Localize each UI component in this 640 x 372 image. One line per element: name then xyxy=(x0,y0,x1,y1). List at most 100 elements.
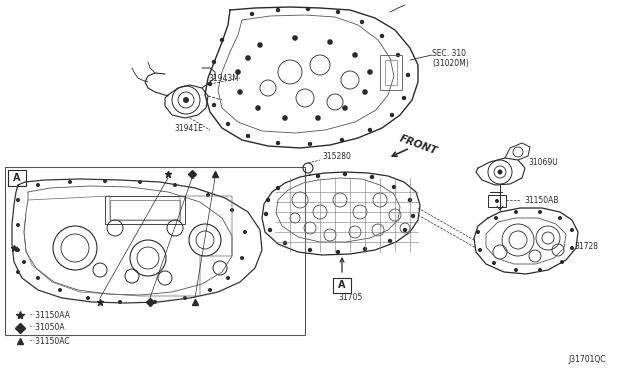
Circle shape xyxy=(212,103,216,107)
Circle shape xyxy=(402,96,406,100)
Bar xyxy=(8,170,26,186)
Circle shape xyxy=(68,180,72,184)
Circle shape xyxy=(230,208,234,212)
Circle shape xyxy=(538,210,542,214)
Circle shape xyxy=(367,69,372,75)
Text: ···31050A: ···31050A xyxy=(28,324,65,333)
Circle shape xyxy=(411,214,415,218)
Circle shape xyxy=(570,228,574,232)
Circle shape xyxy=(36,183,40,187)
Circle shape xyxy=(478,248,482,252)
Circle shape xyxy=(212,60,216,64)
Circle shape xyxy=(208,82,212,86)
Text: 31941E: 31941E xyxy=(174,124,203,132)
Circle shape xyxy=(153,300,157,304)
Circle shape xyxy=(336,10,340,14)
Bar xyxy=(110,200,180,220)
Text: A: A xyxy=(13,173,20,183)
Circle shape xyxy=(396,53,400,57)
Circle shape xyxy=(368,128,372,132)
Text: 31069U: 31069U xyxy=(528,157,557,167)
Circle shape xyxy=(245,55,251,61)
Circle shape xyxy=(208,288,212,292)
Circle shape xyxy=(316,174,320,178)
Text: A: A xyxy=(339,280,346,291)
Bar xyxy=(5,167,305,335)
Circle shape xyxy=(306,7,310,11)
Circle shape xyxy=(406,73,410,77)
Circle shape xyxy=(308,142,312,146)
Circle shape xyxy=(226,276,230,280)
Circle shape xyxy=(183,97,189,103)
Circle shape xyxy=(16,198,20,202)
Circle shape xyxy=(118,300,122,304)
Circle shape xyxy=(494,216,498,220)
Circle shape xyxy=(103,179,107,183)
Circle shape xyxy=(538,268,542,272)
Circle shape xyxy=(308,248,312,252)
Circle shape xyxy=(255,105,261,111)
Circle shape xyxy=(276,141,280,145)
Circle shape xyxy=(282,115,288,121)
Circle shape xyxy=(283,241,287,245)
Text: 31728: 31728 xyxy=(574,241,598,250)
Circle shape xyxy=(264,212,268,216)
Circle shape xyxy=(276,186,280,190)
Bar xyxy=(380,55,402,90)
Circle shape xyxy=(362,89,368,95)
Circle shape xyxy=(497,170,502,174)
Circle shape xyxy=(370,175,374,179)
Circle shape xyxy=(173,183,177,187)
Text: ···31150AC: ···31150AC xyxy=(28,337,70,346)
Circle shape xyxy=(292,35,298,41)
Text: 315280: 315280 xyxy=(322,151,351,160)
Text: FRONT: FRONT xyxy=(398,134,439,157)
Circle shape xyxy=(476,230,480,234)
Text: J31701QC: J31701QC xyxy=(568,356,605,365)
Circle shape xyxy=(250,12,254,16)
Circle shape xyxy=(492,261,496,265)
Circle shape xyxy=(183,296,187,300)
Circle shape xyxy=(257,42,263,48)
Circle shape xyxy=(363,247,367,251)
Circle shape xyxy=(327,39,333,45)
Text: SEC. 310: SEC. 310 xyxy=(432,48,466,58)
Circle shape xyxy=(403,228,407,232)
Circle shape xyxy=(22,260,26,264)
Text: ···31150AA: ···31150AA xyxy=(28,311,70,320)
Circle shape xyxy=(390,113,394,117)
Circle shape xyxy=(408,198,412,202)
Circle shape xyxy=(392,185,396,189)
Circle shape xyxy=(16,270,20,274)
Circle shape xyxy=(570,246,574,250)
Circle shape xyxy=(236,69,241,75)
Text: (31020M): (31020M) xyxy=(432,58,468,67)
Circle shape xyxy=(206,193,210,197)
Circle shape xyxy=(380,34,384,38)
Text: 31943M: 31943M xyxy=(208,74,239,83)
Circle shape xyxy=(36,276,40,280)
Circle shape xyxy=(315,115,321,121)
Circle shape xyxy=(86,296,90,300)
Circle shape xyxy=(514,210,518,214)
Circle shape xyxy=(343,172,347,176)
Bar xyxy=(488,195,506,207)
Circle shape xyxy=(360,20,364,24)
Circle shape xyxy=(58,288,62,292)
Circle shape xyxy=(495,199,499,203)
Circle shape xyxy=(514,268,518,272)
Circle shape xyxy=(276,8,280,12)
Bar xyxy=(105,196,185,224)
Circle shape xyxy=(340,138,344,142)
Circle shape xyxy=(268,228,272,232)
Circle shape xyxy=(266,198,270,202)
Circle shape xyxy=(16,223,20,227)
Circle shape xyxy=(237,89,243,95)
Circle shape xyxy=(336,250,340,254)
Circle shape xyxy=(220,38,224,42)
Circle shape xyxy=(388,239,392,243)
Circle shape xyxy=(240,256,244,260)
Circle shape xyxy=(342,105,348,111)
Text: 31150AB: 31150AB xyxy=(524,196,559,205)
Circle shape xyxy=(352,52,358,58)
